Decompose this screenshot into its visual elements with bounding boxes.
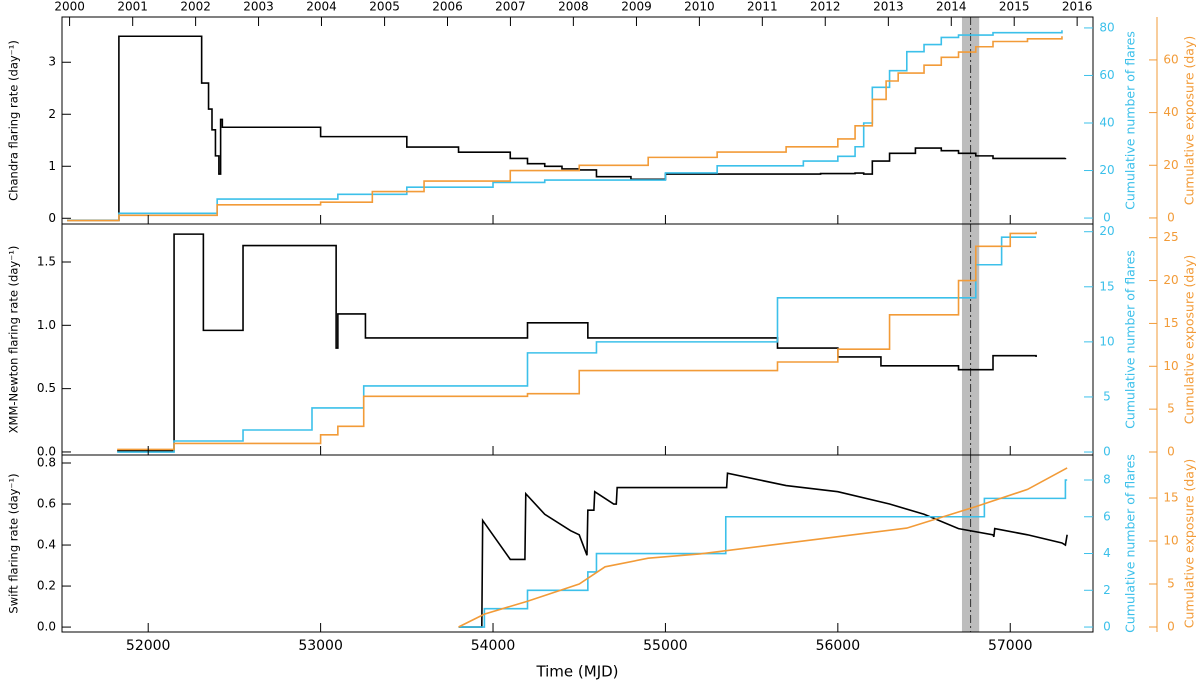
x2-tick-label: 2000 bbox=[54, 0, 85, 14]
y3-tick-label: 20 bbox=[1163, 273, 1178, 287]
y-tick-label: 0.0 bbox=[37, 620, 56, 634]
y-tick-label: 2 bbox=[48, 107, 56, 121]
y3-tick-label: 10 bbox=[1163, 534, 1178, 548]
data-line bbox=[67, 30, 1063, 222]
y3-tick-label: 0 bbox=[1167, 210, 1175, 224]
y2-axis-title: Cumulative number of flares bbox=[1123, 454, 1138, 633]
data-line bbox=[117, 236, 1037, 453]
y3-tick-label: 60 bbox=[1163, 52, 1178, 66]
y-axis-title: Swift flaring rate (day⁻¹) bbox=[7, 473, 21, 613]
y-tick-label: 0.6 bbox=[37, 497, 56, 511]
y-tick-label: 3 bbox=[48, 55, 56, 69]
x2-tick-label: 2008 bbox=[558, 0, 589, 14]
plot-frame bbox=[61, 454, 1094, 633]
x2-tick-label: 2015 bbox=[999, 0, 1030, 14]
x-axis-title: Time (MJD) bbox=[535, 663, 618, 681]
y3-tick-label: 20 bbox=[1163, 158, 1178, 172]
highlight-span bbox=[961, 455, 980, 632]
x2-tick-label: 2006 bbox=[432, 0, 463, 14]
y3-tick-label: 5 bbox=[1167, 402, 1175, 416]
data-line bbox=[458, 479, 1068, 628]
y3-tick-label: 25 bbox=[1163, 230, 1178, 244]
y2-tick-label: 80 bbox=[1099, 20, 1114, 34]
y3-tick-label: 15 bbox=[1163, 316, 1178, 330]
x-tick-label: 56000 bbox=[816, 638, 861, 654]
data-line bbox=[458, 467, 1068, 628]
y3-axis-title: Cumulative exposure (day) bbox=[1182, 459, 1197, 628]
y2-tick-label: 15 bbox=[1099, 279, 1114, 293]
x2-tick-label: 2014 bbox=[936, 0, 967, 14]
x2-tick-label: 2009 bbox=[621, 0, 652, 14]
y2-axis-title: Cumulative number of flares bbox=[1123, 250, 1138, 429]
data-line bbox=[458, 472, 1068, 628]
y-tick-label: 0.5 bbox=[37, 381, 56, 395]
y-tick-label: 0.4 bbox=[37, 538, 56, 552]
y2-tick-label: 20 bbox=[1099, 163, 1114, 177]
y-tick-label: 0.0 bbox=[37, 444, 56, 458]
y-tick-label: 0.8 bbox=[37, 455, 56, 469]
x2-tick-label: 2016 bbox=[1062, 0, 1093, 14]
y2-tick-label: 0 bbox=[1103, 620, 1111, 634]
y3-tick-label: 0 bbox=[1167, 620, 1175, 634]
x2-tick-label: 2010 bbox=[684, 0, 715, 14]
x2-tick-label: 2007 bbox=[495, 0, 526, 14]
y2-tick-label: 60 bbox=[1099, 68, 1114, 82]
plot-frame bbox=[61, 16, 1094, 225]
y3-tick-label: 40 bbox=[1163, 105, 1178, 119]
x2-tick-label: 2005 bbox=[369, 0, 400, 14]
y2-tick-label: 0 bbox=[1103, 211, 1111, 225]
y2-axis-title: Cumulative number of flares bbox=[1123, 31, 1138, 210]
y3-axis-title: Cumulative exposure (day) bbox=[1182, 36, 1197, 205]
data-line bbox=[67, 36, 1063, 222]
data-line bbox=[67, 35, 1067, 222]
x2-tick-label: 2011 bbox=[747, 0, 778, 14]
y2-tick-label: 10 bbox=[1099, 334, 1114, 348]
x2-tick-label: 2013 bbox=[873, 0, 904, 14]
y3-tick-label: 15 bbox=[1163, 491, 1178, 505]
plot-frame bbox=[61, 223, 1094, 456]
y-tick-label: 1.0 bbox=[37, 318, 56, 332]
y3-axis-title: Cumulative exposure (day) bbox=[1182, 255, 1197, 424]
x2-tick-label: 2003 bbox=[243, 0, 274, 14]
y2-tick-label: 8 bbox=[1103, 472, 1111, 486]
y3-tick-label: 5 bbox=[1167, 577, 1175, 591]
y3-tick-label: 0 bbox=[1167, 445, 1175, 459]
y-tick-label: 0.2 bbox=[37, 579, 56, 593]
data-line bbox=[117, 231, 1037, 451]
y2-tick-label: 6 bbox=[1103, 509, 1111, 523]
y2-tick-label: 20 bbox=[1099, 224, 1114, 238]
y2-tick-label: 4 bbox=[1103, 546, 1111, 560]
x-tick-label: 52000 bbox=[126, 638, 171, 654]
y2-tick-label: 5 bbox=[1103, 389, 1111, 403]
x-tick-label: 57000 bbox=[988, 638, 1033, 654]
y-axis-title: Chandra flaring rate (day⁻¹) bbox=[7, 40, 21, 201]
x-tick-label: 53000 bbox=[298, 638, 343, 654]
y-axis-title: XMM-Newton flaring rate (day⁻¹) bbox=[7, 246, 21, 434]
y-tick-label: 1.5 bbox=[37, 254, 56, 268]
x2-tick-label: 2012 bbox=[810, 0, 841, 14]
y-tick-label: 0 bbox=[48, 211, 56, 225]
y2-tick-label: 40 bbox=[1099, 115, 1114, 129]
y3-tick-label: 10 bbox=[1163, 359, 1178, 373]
x2-tick-label: 2001 bbox=[117, 0, 148, 14]
y2-tick-label: 2 bbox=[1103, 583, 1111, 597]
x2-tick-label: 2004 bbox=[306, 0, 337, 14]
data-line bbox=[117, 233, 1037, 452]
x-tick-label: 55000 bbox=[643, 638, 688, 654]
y2-tick-label: 0 bbox=[1103, 445, 1111, 459]
x2-tick-label: 2002 bbox=[180, 0, 211, 14]
y-tick-label: 1 bbox=[48, 159, 56, 173]
x-tick-label: 54000 bbox=[471, 638, 516, 654]
